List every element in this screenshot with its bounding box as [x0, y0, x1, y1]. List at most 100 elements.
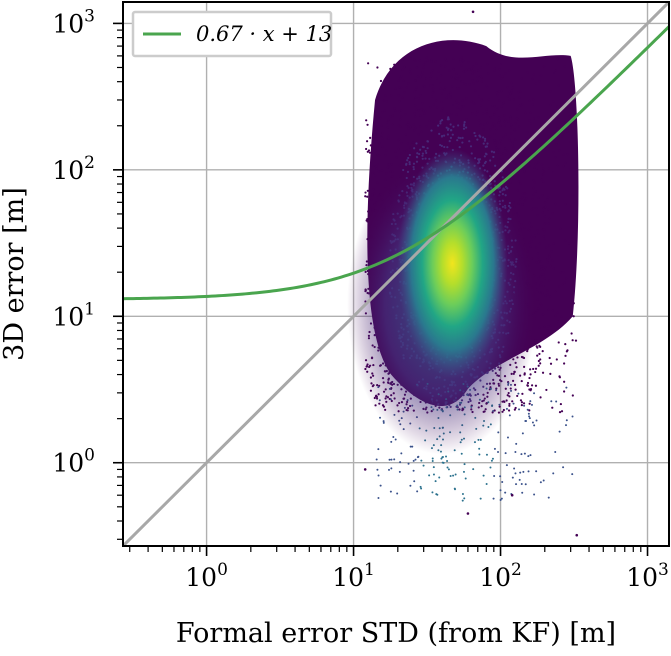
scatter-point: [534, 384, 538, 387]
scatter-point: [443, 65, 447, 68]
scatter-point: [378, 141, 381, 145]
scatter-point: [366, 189, 369, 192]
scatter-point: [414, 88, 417, 91]
scatter-point: [540, 303, 543, 307]
scatter-point: [425, 124, 428, 128]
scatter-point: [530, 235, 533, 239]
scatter-point: [561, 283, 564, 286]
scatter-point: [463, 463, 466, 466]
scatter-point: [520, 483, 523, 486]
scatter-point: [449, 136, 453, 139]
scatter-point: [396, 492, 399, 495]
scatter-point: [512, 177, 515, 180]
scatter-point: [373, 174, 377, 177]
scatter-point: [499, 498, 502, 501]
scatter-point: [368, 151, 372, 154]
scatter-point: [447, 116, 450, 119]
scatter-point: [525, 419, 528, 422]
scatter-point: [514, 406, 517, 410]
scatter-point: [527, 412, 530, 415]
scatter-point: [472, 65, 475, 68]
scatter-point: [415, 86, 418, 89]
scatter-point: [393, 63, 396, 66]
scatter-point: [381, 111, 384, 114]
scatter-point: [376, 66, 379, 69]
scatter-point: [508, 137, 511, 140]
scatter-point: [545, 246, 548, 249]
scatter-point: [413, 480, 416, 483]
scatter-point: [499, 124, 502, 127]
scatter-point: [499, 62, 503, 66]
scatter-point: [412, 469, 415, 472]
scatter-point: [560, 410, 564, 413]
scatter-point: [532, 117, 536, 120]
scatter-point: [494, 144, 497, 147]
scatter-point: [543, 148, 547, 152]
scatter-point: [554, 69, 557, 72]
scatter-point: [479, 497, 482, 500]
scatter-point: [562, 153, 565, 156]
scatter-point: [440, 109, 443, 112]
scatter-point: [460, 64, 463, 67]
scatter-point: [511, 86, 515, 89]
scatter-point: [561, 134, 564, 138]
scatter-point: [424, 109, 427, 113]
scatter-point: [498, 90, 501, 93]
scatter-point: [543, 277, 547, 280]
scatter-point: [381, 145, 384, 148]
scatter-point: [380, 169, 384, 172]
scatter-point: [375, 165, 378, 168]
scatter-point: [403, 65, 406, 69]
scatter-point: [479, 74, 482, 78]
scatter-point: [528, 417, 531, 420]
scatter-point: [425, 151, 428, 155]
scatter-point: [472, 468, 475, 471]
scatter-point: [496, 141, 499, 145]
scatter-point: [421, 152, 425, 155]
scatter-point: [496, 93, 499, 97]
scatter-point: [399, 76, 402, 80]
scatter-point: [557, 341, 560, 344]
scatter-point: [408, 70, 411, 73]
scatter-point: [391, 170, 394, 173]
scatter-point: [477, 119, 481, 122]
scatter-point: [508, 90, 511, 93]
scatter-point: [571, 157, 574, 160]
scatter-point: [482, 474, 485, 477]
scatter-point: [528, 221, 531, 225]
scatter-point: [486, 121, 489, 125]
scatter-point: [514, 138, 517, 141]
scatter-point: [436, 106, 439, 109]
scatter-point: [398, 470, 401, 473]
scatter-point: [554, 202, 557, 206]
scatter-point: [574, 218, 577, 221]
scatter-point: [522, 155, 525, 158]
scatter-point: [523, 199, 527, 202]
scatter-point: [414, 96, 417, 100]
scatter-point: [406, 153, 410, 156]
scatter-point: [425, 77, 428, 80]
scatter-point: [497, 121, 500, 124]
scatter-point: [474, 89, 477, 92]
scatter-point: [493, 69, 496, 72]
scatter-point: [570, 167, 573, 170]
x-tick-label: 101: [332, 560, 375, 592]
scatter-point: [504, 491, 507, 494]
scatter-point: [446, 112, 449, 115]
scatter-point: [534, 370, 537, 374]
scatter-point: [452, 68, 456, 71]
scatter-point: [449, 475, 452, 478]
scatter-point: [474, 113, 478, 116]
scatter-point: [570, 64, 573, 68]
scatter-point: [539, 275, 542, 278]
scatter-point: [509, 126, 512, 129]
scatter-point: [537, 161, 540, 164]
scatter-point: [431, 83, 435, 87]
scatter-point: [419, 125, 422, 128]
scatter-point: [548, 356, 551, 360]
scatter-point: [371, 193, 374, 196]
scatter-point: [483, 137, 487, 140]
scatter-point: [509, 117, 512, 121]
scatter-point: [485, 482, 488, 485]
